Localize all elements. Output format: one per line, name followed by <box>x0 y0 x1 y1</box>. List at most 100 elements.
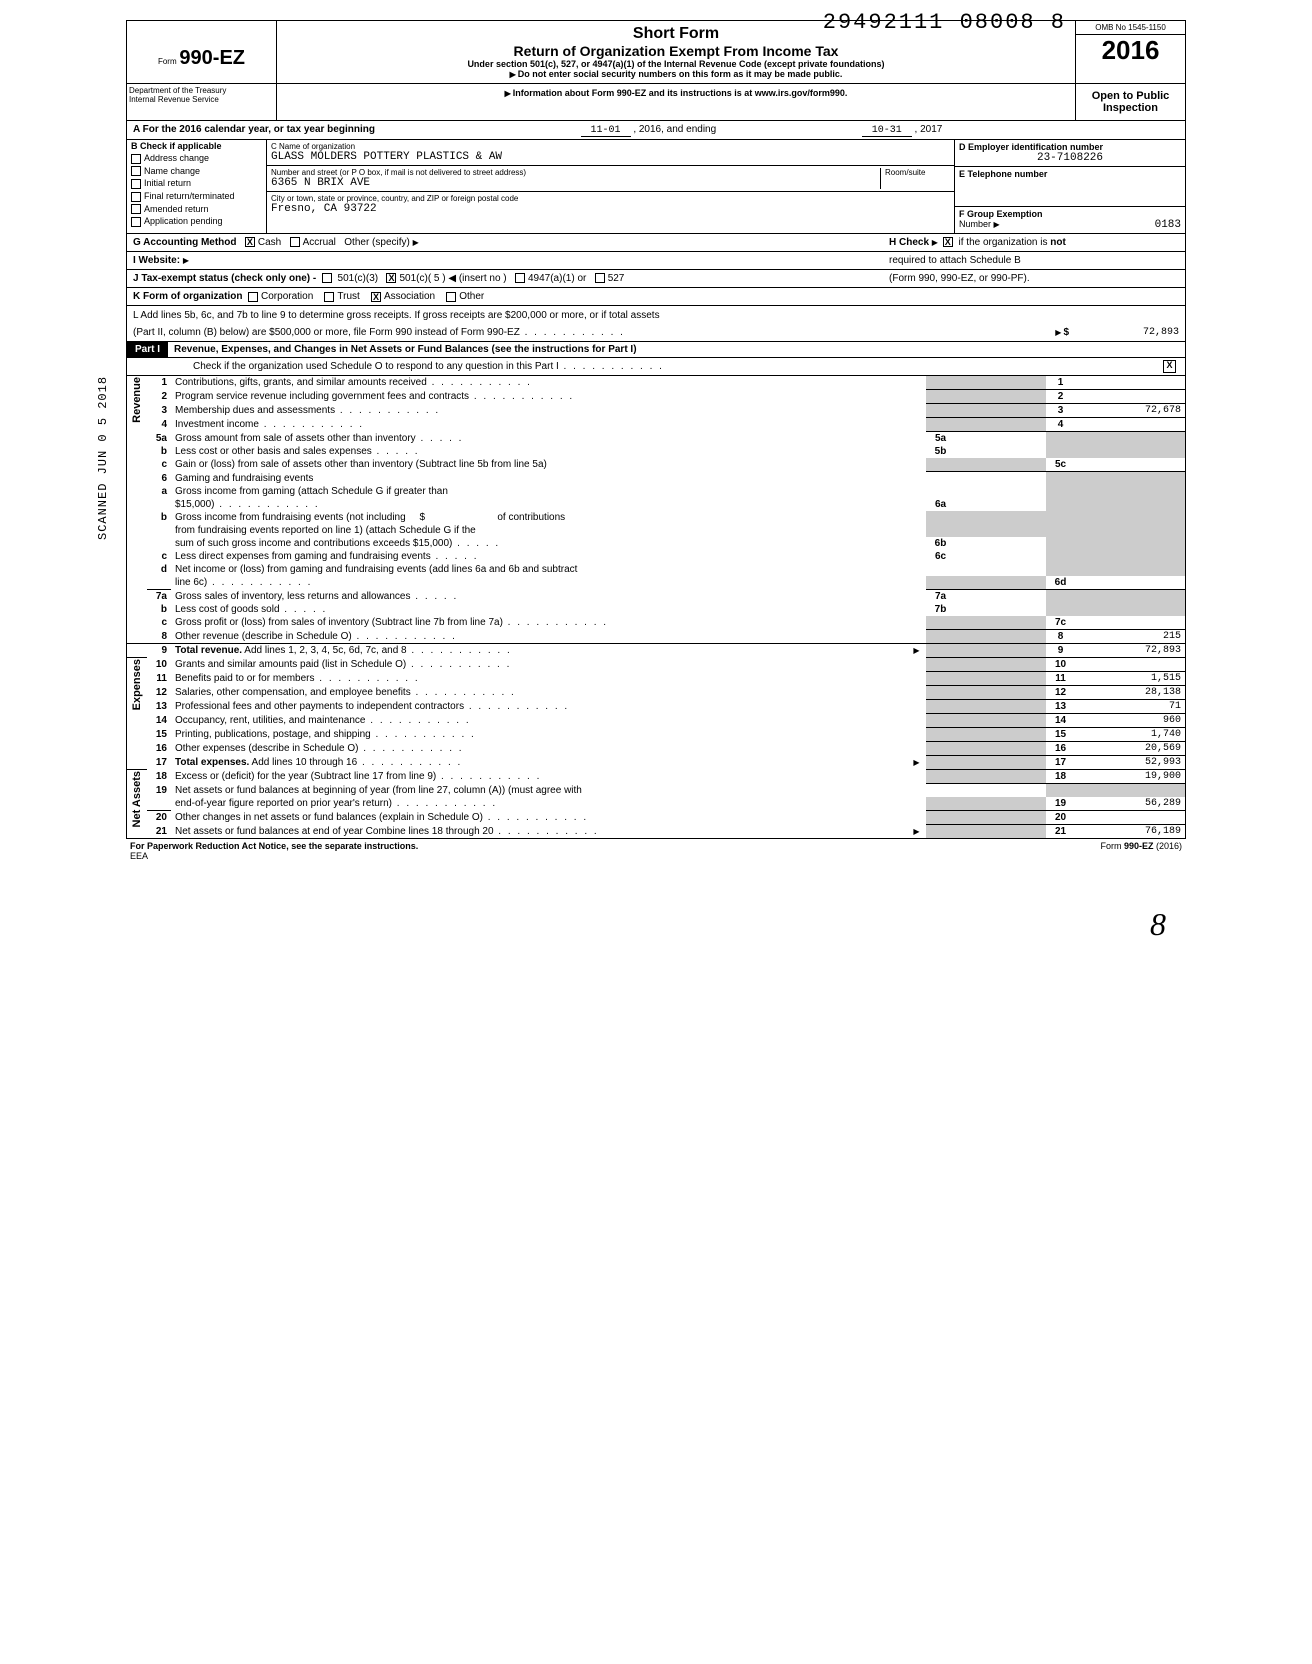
g-other: Other (specify) <box>344 237 410 248</box>
sub-val[interactable] <box>956 550 1046 563</box>
checkbox-527[interactable] <box>595 273 605 283</box>
page-number-handwritten: 8 <box>1150 906 1166 943</box>
row-desc: Program service revenue including govern… <box>175 391 469 402</box>
val: 1,740 <box>1076 728 1186 742</box>
checkbox-501c3[interactable] <box>322 273 332 283</box>
section-expenses: Expenses <box>131 659 143 710</box>
row-num: 18 <box>147 770 171 784</box>
checkbox-4947[interactable] <box>515 273 525 283</box>
form-title-2: Return of Organization Exempt From Incom… <box>287 43 1065 59</box>
dept-treasury: Department of the Treasury Internal Reve… <box>127 84 277 120</box>
ln: 4 <box>1046 418 1076 432</box>
ln: 8 <box>1046 630 1076 644</box>
row-num: 5a <box>147 432 171 446</box>
group-label-2: Number <box>959 219 991 229</box>
street-label: Number and street (or P O box, if mail i… <box>271 168 880 177</box>
ein-value[interactable]: 23-7108226 <box>959 152 1181 164</box>
form-note-2: Information about Form 990-EZ and its in… <box>287 88 1065 98</box>
row-num: 10 <box>147 658 171 672</box>
sub-num: 6c <box>926 550 956 563</box>
checkbox-initial-return[interactable] <box>131 179 141 189</box>
city-label: City or town, state or province, country… <box>271 194 950 203</box>
checkbox-accrual[interactable] <box>290 237 300 247</box>
row-desc: Contributions, gifts, grants, and simila… <box>175 377 427 388</box>
row-num: 11 <box>147 672 171 686</box>
j-527: 527 <box>608 273 625 284</box>
sub-num: 5a <box>926 432 956 446</box>
sub-val[interactable] <box>956 485 1046 511</box>
val: 72,678 <box>1076 404 1186 418</box>
checkbox-other[interactable] <box>446 292 456 302</box>
checkbox-501c[interactable]: X <box>386 273 396 283</box>
val <box>1076 576 1186 590</box>
org-name[interactable]: GLASS MOLDERS POTTERY PLASTICS & AW <box>271 151 950 163</box>
footer-left: For Paperwork Reduction Act Notice, see … <box>130 841 418 851</box>
ein-label: D Employer identification number <box>959 142 1181 152</box>
val <box>1076 418 1186 432</box>
row-desc: Less cost or other basis and sales expen… <box>175 446 372 457</box>
checkbox-application-pending[interactable] <box>131 217 141 227</box>
ln: 13 <box>1046 700 1076 714</box>
cb-label-2: Initial return <box>144 178 191 188</box>
row-num: 6 <box>147 472 171 486</box>
line-k: K Form of organization <box>133 291 242 302</box>
checkbox-assoc[interactable]: X <box>371 292 381 302</box>
h-text-1: if the organization is not <box>959 237 1066 248</box>
sub-val[interactable] <box>956 432 1046 446</box>
row-desc: Total revenue. <box>175 645 242 656</box>
sub-val[interactable] <box>956 603 1046 616</box>
form-label: Form <box>158 57 177 66</box>
footer-eea: EEA <box>130 851 148 861</box>
row-desc: Benefits paid to or for members <box>175 673 315 684</box>
row-num: c <box>147 616 171 630</box>
checkbox-corp[interactable] <box>248 292 258 302</box>
street-address[interactable]: 6365 N BRIX AVE <box>271 177 880 189</box>
checkbox-schedule-o[interactable]: X <box>1163 360 1176 373</box>
sub-val[interactable] <box>956 445 1046 458</box>
row-desc: Printing, publications, postage, and shi… <box>175 729 371 740</box>
g-cash: Cash <box>258 237 281 248</box>
row-num: 16 <box>147 742 171 756</box>
sub-val[interactable] <box>956 590 1046 604</box>
document-id: 29492111 08008 8 <box>823 10 1066 35</box>
row-desc: Grants and similar amounts paid (list in… <box>175 659 406 670</box>
val <box>1076 390 1186 404</box>
tax-year-begin[interactable]: 11-01 <box>581 125 631 137</box>
checkbox-final-return[interactable] <box>131 192 141 202</box>
row-desc: Occupancy, rent, utilities, and maintena… <box>175 715 365 726</box>
val: 76,189 <box>1076 825 1186 839</box>
checkbox-address-change[interactable] <box>131 154 141 164</box>
row-num: 15 <box>147 728 171 742</box>
group-number[interactable]: 0183 <box>1155 219 1181 231</box>
checkbox-trust[interactable] <box>324 292 334 302</box>
k-other: Other <box>459 291 484 302</box>
val <box>1076 658 1186 672</box>
ln: 3 <box>1046 404 1076 418</box>
checkbox-h[interactable]: X <box>943 237 953 247</box>
city-state-zip[interactable]: Fresno, CA 93722 <box>271 203 950 215</box>
tax-year-end[interactable]: 10-31 <box>862 125 912 137</box>
sub-val[interactable] <box>956 537 1046 550</box>
row-desc: Other changes in net assets or fund bala… <box>175 812 483 823</box>
checkbox-amended-return[interactable] <box>131 204 141 214</box>
row-num: b <box>147 511 171 524</box>
row-num: b <box>147 603 171 616</box>
ln: 9 <box>1046 644 1076 658</box>
line-l1: L Add lines 5b, 6c, and 7b to line 9 to … <box>133 310 660 321</box>
scan-stamp: SCANNED JUN 0 5 2018 <box>96 376 110 540</box>
part1-label: Part I <box>127 342 168 357</box>
row-num: 4 <box>147 418 171 432</box>
k-assoc: Association <box>384 291 435 302</box>
checkbox-name-change[interactable] <box>131 166 141 176</box>
row-desc: Gross sales of inventory, less returns a… <box>175 591 410 602</box>
checkbox-cash[interactable]: X <box>245 237 255 247</box>
ln: 14 <box>1046 714 1076 728</box>
form-subtitle: Under section 501(c), 527, or 4947(a)(1)… <box>287 59 1065 69</box>
row-num: 12 <box>147 686 171 700</box>
part1-title: Revenue, Expenses, and Changes in Net As… <box>168 342 1185 357</box>
sub-num: 6a <box>926 485 956 511</box>
k-trust: Trust <box>337 291 359 302</box>
row-desc: Total expenses. <box>175 757 249 768</box>
val: 19,900 <box>1076 770 1186 784</box>
row-desc: Membership dues and assessments <box>175 405 335 416</box>
